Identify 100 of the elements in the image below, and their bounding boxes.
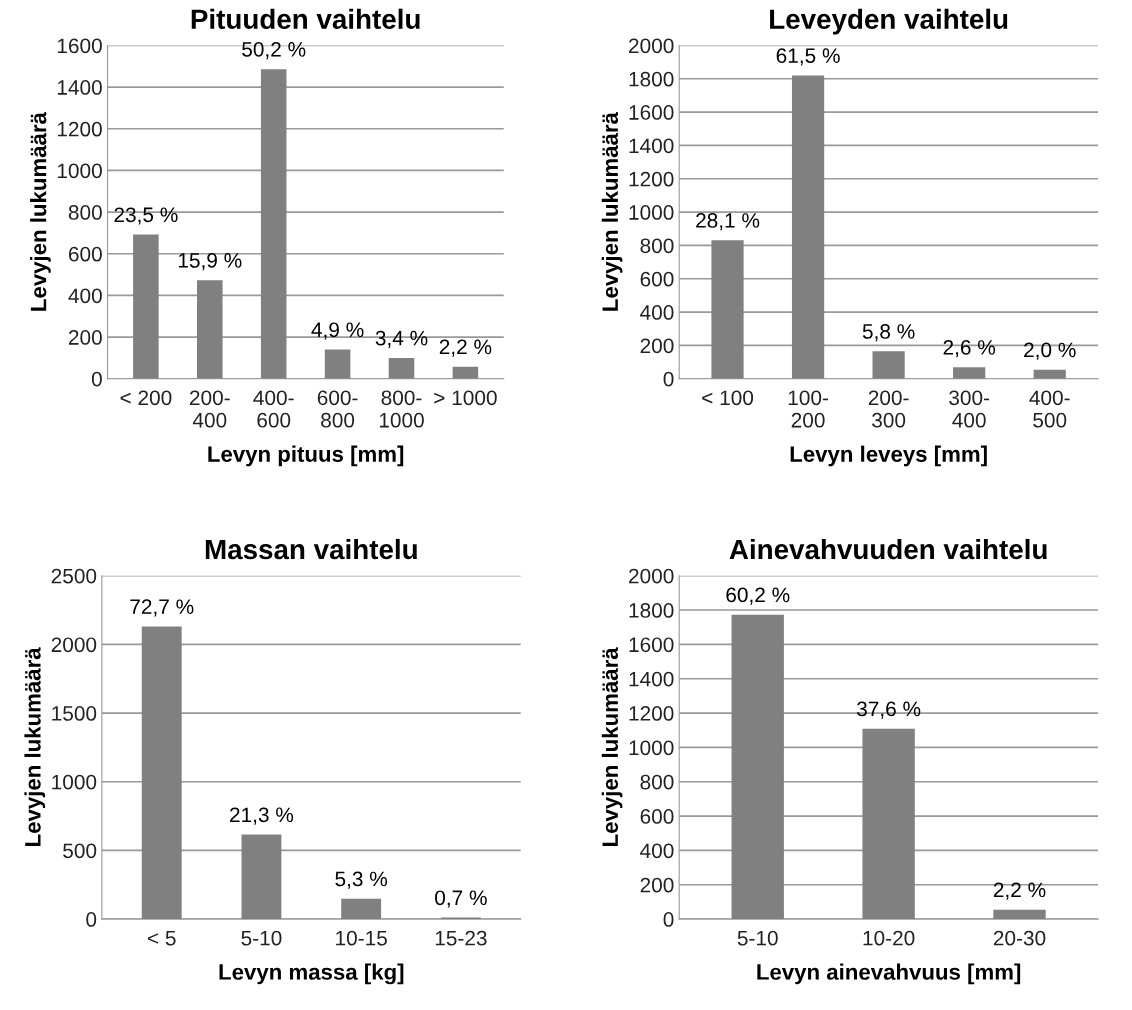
chart-title: Leveyden vaihtelu — [770, 8, 1008, 35]
bar — [791, 75, 825, 379]
x-tick-label: 5-10 — [241, 930, 282, 946]
y-axis-title: Levyjen lukumäärä — [601, 647, 623, 846]
x-tick-label: 100- 200 — [788, 390, 828, 428]
annotation: 28,1 % — [696, 213, 760, 231]
chart-title: Massan vaihtelu — [205, 538, 417, 560]
y-tick-label: 2000 — [51, 637, 97, 653]
annotation: 15,9 % — [178, 253, 242, 271]
x-tick-label: 400- 500 — [1029, 390, 1070, 428]
annotation: 61,5 % — [776, 48, 840, 66]
y-tick-label: 400 — [640, 843, 674, 859]
y-tick-label: 200 — [640, 877, 674, 893]
annotation: 21,3 % — [230, 807, 294, 825]
annotation: 5,3 % — [335, 871, 388, 889]
x-tick-label: 400- 600 — [253, 390, 294, 428]
bar — [711, 240, 744, 379]
annotation: 72,7 % — [130, 599, 194, 617]
annotation: 2,6 % — [943, 340, 996, 358]
annotation: 37,6 % — [856, 701, 921, 719]
y-tick-label: 1800 — [629, 603, 674, 618]
annotation: 2,0 % — [1024, 342, 1076, 360]
y-tick-label: 2000 — [629, 38, 674, 54]
chart-title: Pituuden vaihtelu — [191, 8, 420, 30]
x-axis-title: Levyn pituus [mm] — [208, 445, 404, 467]
x-axis-title: Levyn ainevahvuus [mm] — [757, 963, 1021, 985]
bar — [197, 280, 223, 379]
y-tick-label: 1600 — [629, 105, 674, 120]
annotation: 5,8 % — [862, 324, 915, 342]
y-axis-title: Levyjen lukumäärä — [601, 111, 623, 311]
y-tick-label: 1200 — [629, 171, 674, 187]
y-tick-label: 0 — [663, 371, 674, 387]
x-tick-label: < 5 — [147, 930, 176, 946]
y-tick-label: 1000 — [629, 205, 674, 220]
y-tick-label: 2500 — [51, 568, 97, 584]
y-tick-label: 1800 — [629, 71, 674, 87]
y-tick-label: 2000 — [629, 568, 674, 584]
x-tick-label: < 100 — [702, 390, 754, 406]
y-tick-label: 600 — [68, 246, 102, 262]
annotation: 60,2 % — [726, 587, 790, 605]
y-tick-label: 200 — [68, 330, 102, 345]
x-axis-title: Levyn massa [kg] — [219, 963, 404, 985]
y-tick-label: 0 — [663, 912, 674, 927]
chart-title: Ainevahvuuden vaihtelu — [729, 538, 1047, 560]
x-tick-label: 10-20 — [863, 930, 915, 946]
y-tick-label: 800 — [640, 774, 674, 790]
x-tick-label: 200- 300 — [868, 390, 909, 428]
bar — [872, 351, 905, 379]
y-tick-label: 1500 — [52, 706, 97, 721]
y-tick-label: 1200 — [57, 121, 102, 137]
x-tick-label: 200- 400 — [189, 390, 230, 428]
annotation: 0,7 % — [435, 890, 487, 908]
bar — [241, 834, 282, 920]
x-tick-label: > 1000 — [434, 390, 497, 406]
y-tick-label: 1400 — [57, 80, 102, 95]
y-tick-label: 800 — [68, 205, 102, 220]
y-tick-label: 1600 — [57, 38, 102, 54]
annotation: 2,2 % — [993, 882, 1046, 900]
x-tick-label: < 200 — [120, 390, 172, 406]
y-tick-label: 0 — [91, 371, 102, 387]
annotation: 4,9 % — [311, 322, 364, 340]
x-axis-title: Levyn leveys [mm] — [790, 445, 987, 467]
bar — [953, 367, 986, 379]
annotation: 2,2 % — [439, 339, 492, 357]
bar — [260, 69, 287, 379]
bar — [133, 234, 159, 379]
bar — [862, 728, 915, 920]
bar — [341, 898, 382, 920]
y-tick-label: 1200 — [629, 706, 674, 721]
x-tick-label: 300- 400 — [949, 390, 990, 428]
x-tick-label: 600- 800 — [317, 390, 358, 428]
y-tick-label: 400 — [68, 288, 102, 304]
x-tick-label: 20-30 — [993, 930, 1046, 946]
y-tick-label: 800 — [640, 238, 674, 254]
y-tick-label: 1000 — [629, 740, 674, 756]
y-tick-label: 1600 — [629, 637, 674, 653]
x-tick-label: 10-15 — [336, 930, 387, 946]
y-tick-label: 400 — [640, 305, 674, 320]
y-tick-label: 600 — [640, 271, 674, 287]
annotation: 50,2 % — [242, 41, 306, 60]
x-tick-label: 5-10 — [737, 930, 778, 946]
y-tick-label: 1400 — [629, 671, 674, 687]
y-tick-label: 0 — [86, 912, 97, 927]
bar — [388, 357, 415, 379]
y-tick-label: 1400 — [629, 138, 674, 154]
x-tick-label: 800- 1000 — [379, 390, 424, 428]
bar — [324, 349, 351, 379]
y-tick-label: 600 — [640, 809, 674, 824]
annotation: 3,4 % — [375, 330, 428, 348]
y-axis-title: Levyjen lukumäärä — [30, 111, 51, 311]
annotation: 23,5 % — [114, 207, 178, 225]
y-tick-label: 200 — [640, 338, 674, 354]
y-tick-label: 1000 — [52, 774, 97, 790]
bar — [141, 626, 182, 920]
x-tick-label: 15-23 — [435, 930, 487, 946]
bar — [731, 614, 784, 920]
y-tick-label: 1000 — [57, 163, 102, 179]
bar — [993, 909, 1046, 920]
y-tick-label: 500 — [63, 843, 97, 859]
y-axis-title: Levyjen lukumäärä — [24, 647, 46, 846]
